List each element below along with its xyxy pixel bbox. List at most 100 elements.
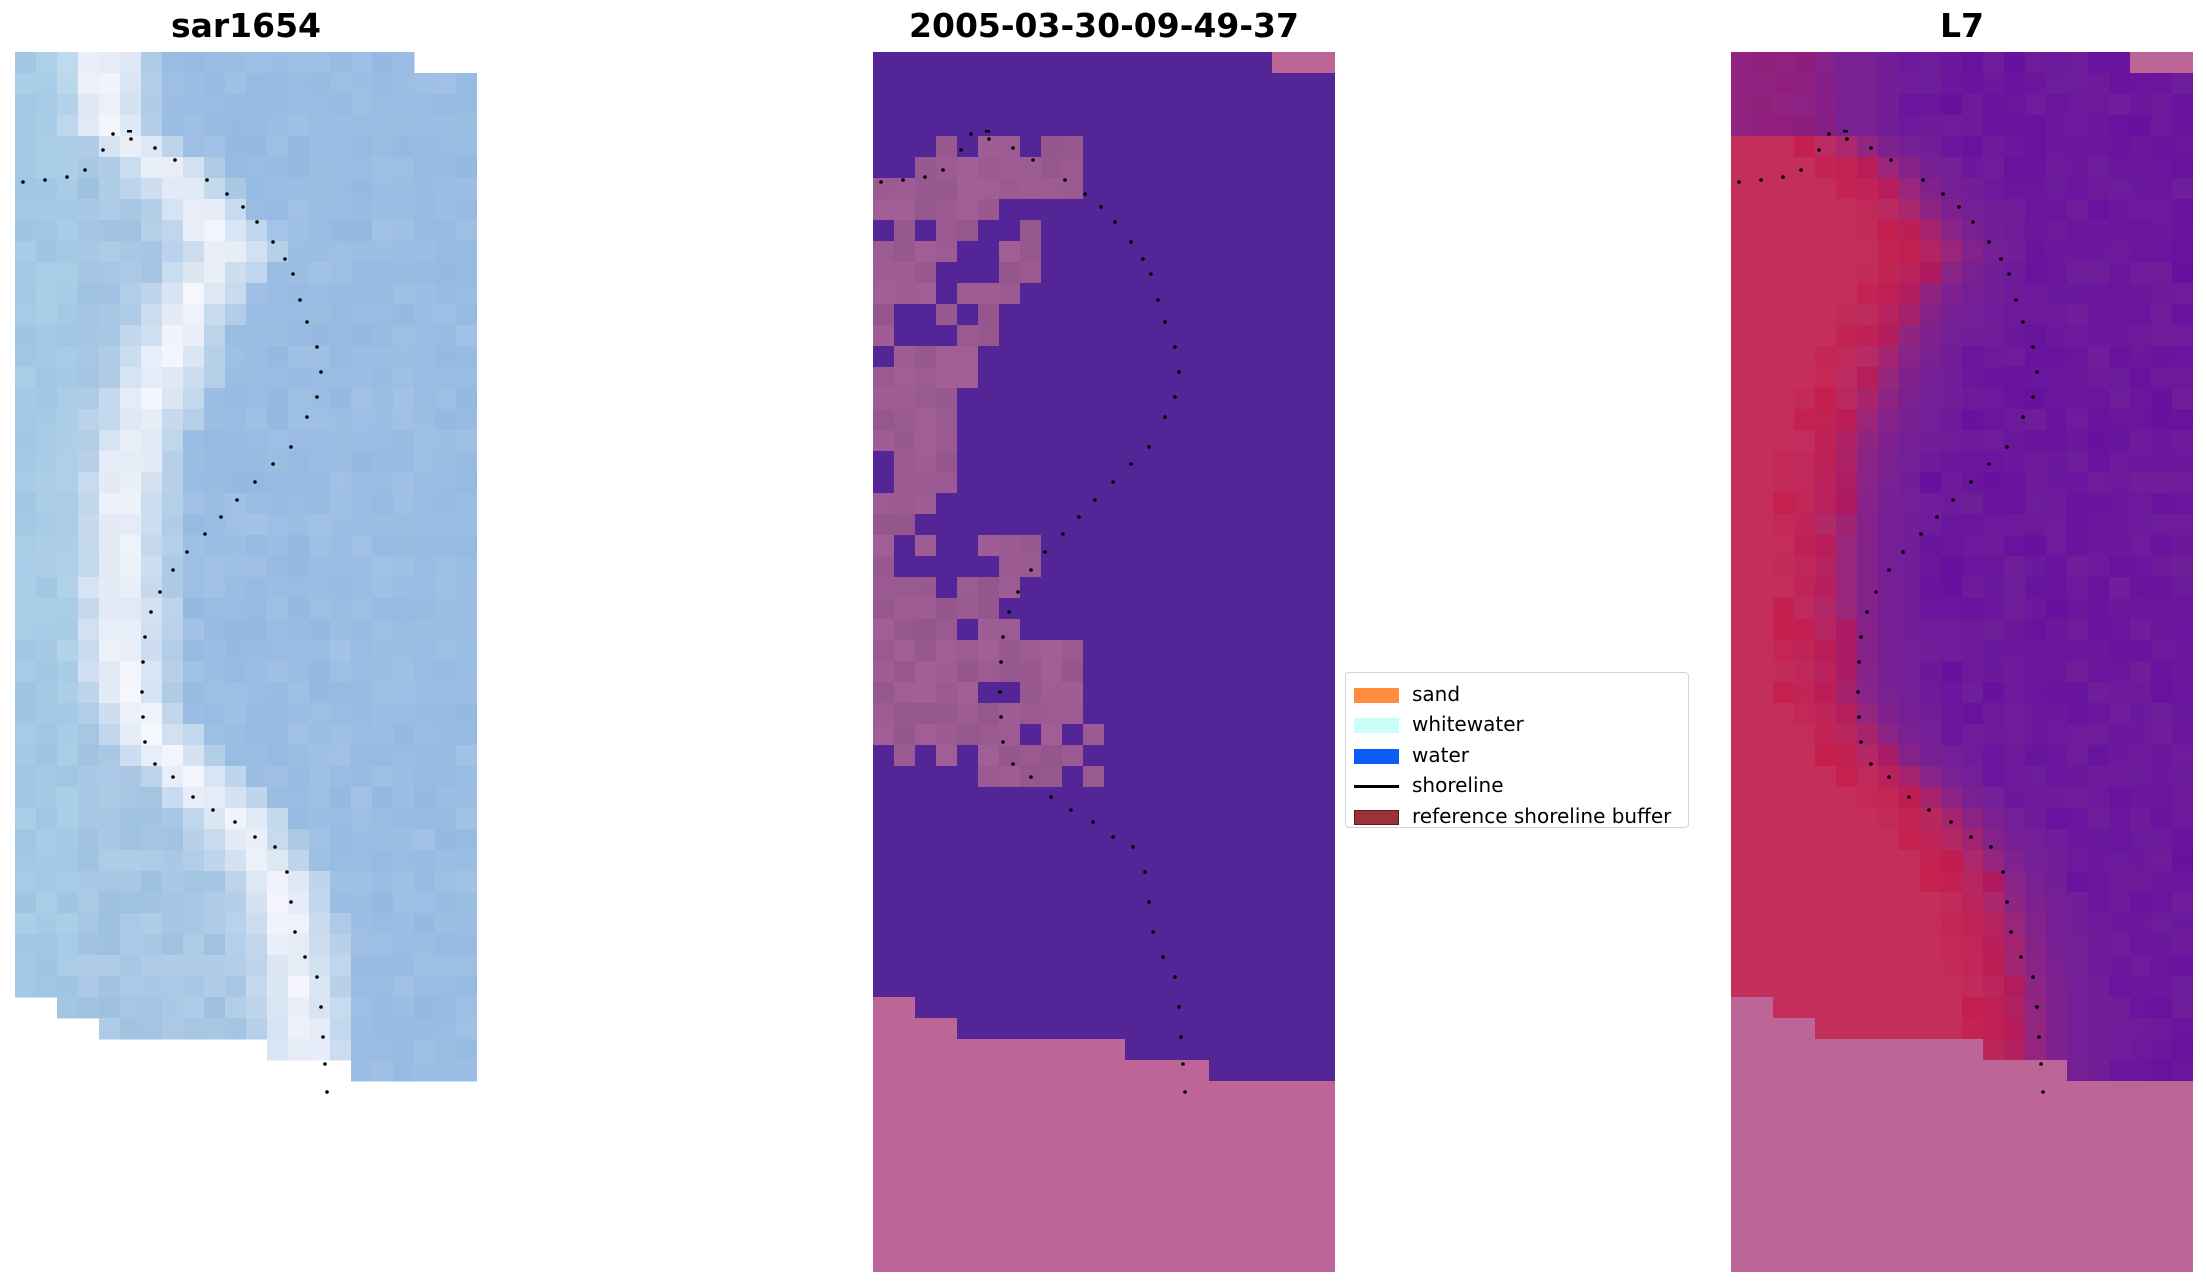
shoreline-dot xyxy=(1949,820,1953,824)
shoreline-dot xyxy=(319,370,323,374)
shoreline-dot xyxy=(1971,220,1975,224)
shoreline-dot xyxy=(1781,175,1785,179)
shoreline-dot xyxy=(1029,775,1033,779)
shoreline-line-icon xyxy=(1354,785,1399,789)
shoreline-dot xyxy=(1099,205,1103,209)
shoreline-dot xyxy=(1173,345,1177,349)
shoreline-dot xyxy=(141,715,145,719)
shoreline-dot xyxy=(127,130,132,133)
shoreline-dot xyxy=(321,1035,325,1039)
legend-label: sand xyxy=(1412,682,1461,706)
shoreline-dot xyxy=(203,532,207,536)
shoreline-dot xyxy=(1737,180,1741,184)
shoreline-dot xyxy=(185,550,189,554)
shoreline-dot xyxy=(1049,795,1053,799)
shoreline-dot xyxy=(1927,808,1931,812)
shoreline-dot xyxy=(1161,955,1165,959)
shoreline-dot xyxy=(143,740,147,744)
panel-title-classified: 2005-03-30-09-49-37 xyxy=(909,6,1299,45)
shoreline-dot xyxy=(901,178,905,182)
shoreline-dot xyxy=(149,610,153,614)
shoreline-dot xyxy=(291,272,295,276)
shoreline-dot xyxy=(298,298,302,302)
panel-title-index: L7 xyxy=(1940,6,1984,45)
shoreline-dot xyxy=(923,175,927,179)
shoreline-dot xyxy=(1857,660,1861,664)
shoreline-dot xyxy=(171,568,175,572)
shoreline-dot xyxy=(219,515,223,519)
shoreline-dot xyxy=(253,835,257,839)
shoreline-dot xyxy=(1869,762,1873,766)
shoreline-dot xyxy=(315,975,319,979)
shoreline-dot xyxy=(315,345,319,349)
shoreline-dot xyxy=(1069,808,1073,812)
shoreline-dot xyxy=(1859,740,1863,744)
shoreline-dot xyxy=(2007,272,2011,276)
shoreline-dot xyxy=(241,205,245,209)
shoreline-dot xyxy=(233,820,237,824)
index-pixels xyxy=(1731,52,2193,1272)
shoreline-dot xyxy=(2037,1035,2041,1039)
shoreline-dot xyxy=(235,498,239,502)
shoreline-dot xyxy=(271,462,275,466)
shoreline-dot xyxy=(1173,395,1177,399)
shoreline-dot xyxy=(1111,835,1115,839)
shoreline-dot xyxy=(1111,480,1115,484)
shoreline-dot xyxy=(283,257,287,261)
shoreline-dot xyxy=(1907,795,1911,799)
shoreline-dot xyxy=(2041,1090,2045,1094)
sand-swatch-icon xyxy=(1354,688,1399,703)
shoreline-dot xyxy=(1889,158,1893,162)
shoreline-dot xyxy=(153,762,157,766)
shoreline-dot xyxy=(2014,298,2018,302)
shoreline-dot xyxy=(111,132,115,136)
shoreline-dot xyxy=(998,690,1002,694)
shoreline-dot xyxy=(289,445,293,449)
shoreline-dot xyxy=(1859,635,1863,639)
shoreline-dot xyxy=(43,178,47,182)
shoreline-dot xyxy=(1921,178,1925,182)
shoreline-dot xyxy=(319,1005,323,1009)
shoreline-dot xyxy=(1999,257,2003,261)
shoreline-dot xyxy=(2039,1062,2043,1066)
shoreline-dot xyxy=(2031,345,2035,349)
shoreline-dot xyxy=(1869,146,1873,150)
panel-title-rgb: sar1654 xyxy=(170,6,322,45)
shoreline-dot xyxy=(271,240,275,244)
shoreline-dot xyxy=(1989,845,1993,849)
rgb-image-panel xyxy=(15,52,477,1094)
shoreline-dot xyxy=(2035,370,2039,374)
shoreline-dot xyxy=(879,180,883,184)
shoreline-dot xyxy=(65,175,69,179)
shoreline-dot xyxy=(1156,298,1160,302)
shoreline-dot xyxy=(1113,220,1117,224)
legend: sand whitewater water shoreline referenc… xyxy=(1345,672,1689,828)
shoreline-dot xyxy=(1987,240,1991,244)
shoreline-dot xyxy=(1987,462,1991,466)
shoreline-dot xyxy=(999,660,1003,664)
shoreline-dot xyxy=(1001,635,1005,639)
shoreline-dot xyxy=(315,395,319,399)
legend-item-reference-buffer: reference shoreline buffer xyxy=(1346,801,1688,831)
shoreline-dot xyxy=(2021,320,2025,324)
shoreline-dot xyxy=(255,220,259,224)
shoreline-dot xyxy=(1029,568,1033,572)
shoreline-dot xyxy=(1093,498,1097,502)
legend-label: reference shoreline buffer xyxy=(1412,803,1672,828)
shoreline-dot xyxy=(1874,590,1878,594)
shoreline-dot xyxy=(2035,1005,2039,1009)
shoreline-dot xyxy=(1969,480,1973,484)
shoreline-dot xyxy=(1149,272,1153,276)
shoreline-dot xyxy=(1843,130,1848,133)
shoreline-dot xyxy=(303,955,307,959)
shoreline-dot xyxy=(1177,1005,1181,1009)
shoreline-dot xyxy=(1951,498,1955,502)
shoreline-dot xyxy=(1011,762,1015,766)
shoreline-dot xyxy=(305,415,309,419)
reference-buffer-swatch-icon xyxy=(1354,809,1399,825)
shoreline-dot xyxy=(1957,205,1961,209)
shoreline-dot xyxy=(1163,320,1167,324)
water-swatch-icon xyxy=(1354,748,1399,764)
shoreline-dot xyxy=(1969,835,1973,839)
classified-image-panel xyxy=(873,52,1335,1272)
